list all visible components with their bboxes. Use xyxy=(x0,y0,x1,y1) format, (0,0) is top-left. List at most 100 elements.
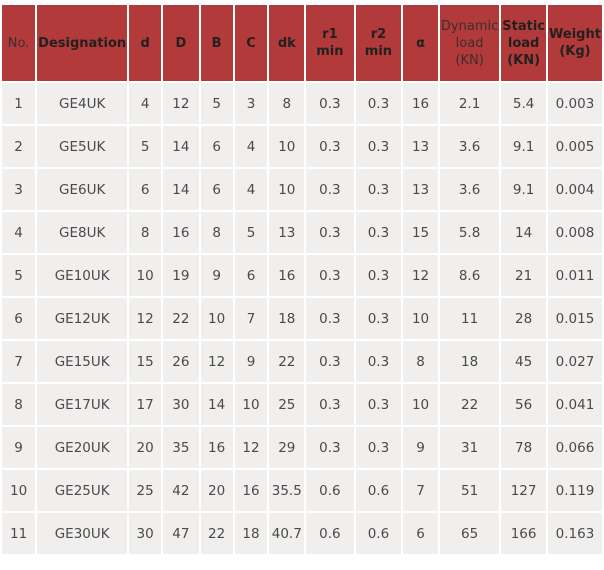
table-cell: 16 xyxy=(200,427,233,468)
table-row: 6 GE12UK 12 22 10 7 18 0.3 0.3 10 11 28 0.015 xyxy=(2,298,602,339)
table-cell: 35 xyxy=(163,427,199,468)
table-row: 11 GE30UK 30 47 22 18 40.7 0.6 0.6 6 65 166 0.163 xyxy=(2,513,602,554)
table-cell: 3 xyxy=(2,169,36,210)
table-cell: 28 xyxy=(501,298,546,339)
table-row: 1 GE4UK 4 12 5 3 8 0.3 0.3 16 2.1 5.4 0.003 xyxy=(2,83,602,124)
table-cell: 13 xyxy=(403,169,438,210)
table-cell: 0.004 xyxy=(547,169,602,210)
table-cell: 12 xyxy=(200,341,233,382)
table-cell: 9 xyxy=(403,427,438,468)
table-body: 1 GE4UK 4 12 5 3 8 0.3 0.3 16 2.1 5.4 0.003 2 GE5UK 5 14… xyxy=(2,83,602,554)
table-cell: 78 xyxy=(501,427,546,468)
table-cell: 8 xyxy=(2,384,36,425)
table-cell: 40.7 xyxy=(269,513,305,554)
table-cell: 0.3 xyxy=(306,427,354,468)
table-row: 2 GE5UK 5 14 6 4 10 0.3 0.3 13 3.6 9.1 0.005 xyxy=(2,126,602,167)
table-cell: 10 xyxy=(2,470,36,511)
column-header-12: Weight (Kg) xyxy=(547,5,602,81)
table-row: 4 GE8UK 8 16 8 5 13 0.3 0.3 15 5.8 14 0.008 xyxy=(2,212,602,253)
column-header-8: r2 min xyxy=(355,5,402,81)
table-cell: 10 xyxy=(200,298,233,339)
table-cell: GE20UK xyxy=(37,427,128,468)
table-cell: GE5UK xyxy=(37,126,128,167)
table-cell: 51 xyxy=(439,470,500,511)
table-cell: GE30UK xyxy=(37,513,128,554)
table-cell: 0.015 xyxy=(547,298,602,339)
table-cell: 0.005 xyxy=(547,126,602,167)
table-cell: 6 xyxy=(2,298,36,339)
table-cell: 8 xyxy=(200,212,233,253)
table-cell: 13 xyxy=(269,212,305,253)
column-header-3: D xyxy=(163,5,199,81)
table-cell: 18 xyxy=(234,513,268,554)
table-cell: 1 xyxy=(2,83,36,124)
table-cell: 5.8 xyxy=(439,212,500,253)
table-cell: 22 xyxy=(163,298,199,339)
table-cell: 0.6 xyxy=(355,513,402,554)
table-cell: 12 xyxy=(234,427,268,468)
table-cell: 9 xyxy=(234,341,268,382)
table-cell: 12 xyxy=(403,255,438,296)
table-cell: GE4UK xyxy=(37,83,128,124)
table-cell: 16 xyxy=(163,212,199,253)
table-cell: 6 xyxy=(200,169,233,210)
table-cell: GE10UK xyxy=(37,255,128,296)
table-cell: 0.008 xyxy=(547,212,602,253)
table-cell: 9.1 xyxy=(501,126,546,167)
table-cell: 15 xyxy=(129,341,162,382)
table-cell: 0.041 xyxy=(547,384,602,425)
table-cell: 20 xyxy=(200,470,233,511)
table-row: 8 GE17UK 17 30 14 10 25 0.3 0.3 10 22 56 0.041 xyxy=(2,384,602,425)
table-cell: 4 xyxy=(234,169,268,210)
column-header-9: α xyxy=(403,5,438,81)
table-cell: 18 xyxy=(439,341,500,382)
table-cell: 6 xyxy=(234,255,268,296)
table-cell: 30 xyxy=(129,513,162,554)
table-cell: 65 xyxy=(439,513,500,554)
table-cell: 3.6 xyxy=(439,169,500,210)
column-header-6: dk xyxy=(269,5,305,81)
table-cell: 0.3 xyxy=(355,212,402,253)
table-cell: 0.3 xyxy=(306,83,354,124)
table-cell: 18 xyxy=(269,298,305,339)
table-cell: 8 xyxy=(269,83,305,124)
table-row: 3 GE6UK 6 14 6 4 10 0.3 0.3 13 3.6 9.1 0.004 xyxy=(2,169,602,210)
table-cell: 0.163 xyxy=(547,513,602,554)
table-cell: 5 xyxy=(2,255,36,296)
column-header-7: r1 min xyxy=(306,5,354,81)
table-cell: 0.119 xyxy=(547,470,602,511)
table-cell: 8.6 xyxy=(439,255,500,296)
table-cell: 0.3 xyxy=(355,341,402,382)
table-cell: 3 xyxy=(234,83,268,124)
table-cell: 20 xyxy=(129,427,162,468)
table-cell: 0.3 xyxy=(355,126,402,167)
table-cell: 22 xyxy=(269,341,305,382)
table-cell: 6 xyxy=(200,126,233,167)
table-cell: 14 xyxy=(163,169,199,210)
table-cell: 6 xyxy=(403,513,438,554)
table-cell: 10 xyxy=(234,384,268,425)
table-cell: 10 xyxy=(403,298,438,339)
table-cell: 0.6 xyxy=(355,470,402,511)
table-cell: 9.1 xyxy=(501,169,546,210)
table-cell: 25 xyxy=(269,384,305,425)
table-cell: 12 xyxy=(129,298,162,339)
column-header-5: C xyxy=(234,5,268,81)
table-cell: 2 xyxy=(2,126,36,167)
column-header-0: No. xyxy=(2,5,36,81)
table-cell: 26 xyxy=(163,341,199,382)
table-cell: 0.3 xyxy=(355,427,402,468)
table-cell: 5 xyxy=(200,83,233,124)
table-cell: 3.6 xyxy=(439,126,500,167)
column-header-10: Dynamic load (KN) xyxy=(439,5,500,81)
table-cell: 0.3 xyxy=(306,126,354,167)
table-row: 9 GE20UK 20 35 16 12 29 0.3 0.3 9 31 78 0.066 xyxy=(2,427,602,468)
table-cell: 7 xyxy=(403,470,438,511)
table-row: 10 GE25UK 25 42 20 16 35.5 0.6 0.6 7 51 127 0.119 xyxy=(2,470,602,511)
table-cell: 5.4 xyxy=(501,83,546,124)
table-cell: GE12UK xyxy=(37,298,128,339)
table-cell: 42 xyxy=(163,470,199,511)
table-cell: 30 xyxy=(163,384,199,425)
